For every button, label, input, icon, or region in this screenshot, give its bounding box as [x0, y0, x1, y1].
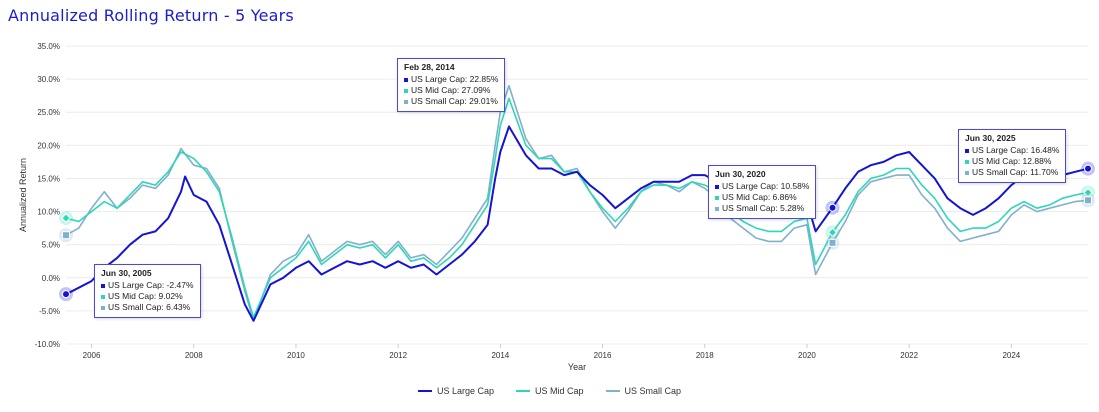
dot-icon: [715, 206, 719, 211]
y-tick-label: 35.0%: [37, 42, 60, 51]
dot-icon: [101, 283, 105, 288]
tooltip-value: US Mid Cap: 6.86%: [722, 192, 797, 202]
tooltip-row-small: US Small Cap: 5.28%: [715, 203, 809, 214]
y-tick-label: 0.0%: [42, 274, 60, 283]
tooltip-row-mid: US Mid Cap: 9.02%: [101, 291, 194, 302]
series-line-us-mid-cap: [65, 97, 1089, 319]
tooltip-row-mid: US Mid Cap: 27.09%: [404, 85, 498, 96]
tooltip-jun-2025: Jun 30, 2025 US Large Cap: 16.48% US Mid…: [958, 129, 1067, 183]
tooltip-value: US Large Cap: 16.48%: [972, 145, 1060, 155]
marker-point: [62, 231, 70, 240]
marker-point: [828, 238, 837, 247]
y-tick-label: 30.0%: [37, 75, 60, 84]
marker-point: [62, 290, 70, 299]
dot-icon: [715, 184, 719, 189]
x-tick-label: 2018: [696, 351, 714, 360]
tooltip-jun-2005: Jun 30, 2005 US Large Cap: -2.47% US Mid…: [94, 264, 201, 318]
legend-item-large-cap[interactable]: US Large Cap: [417, 386, 494, 396]
tooltip-row-large: US Large Cap: 10.58%: [715, 181, 809, 192]
y-tick-label: 5.0%: [42, 241, 60, 250]
legend-item-small-cap[interactable]: US Small Cap: [605, 386, 682, 396]
x-tick-label: 2016: [594, 351, 612, 360]
dot-icon: [404, 88, 408, 93]
legend-label-mid-cap: US Mid Cap: [535, 386, 584, 396]
y-tick-label: 20.0%: [37, 141, 60, 150]
dot-icon: [965, 159, 969, 164]
tooltip-value: US Large Cap: 22.85%: [411, 74, 499, 84]
legend-label-large-cap: US Large Cap: [436, 386, 494, 396]
y-tick-label: -5.0%: [39, 307, 60, 316]
tooltip-jun-2020: Jun 30, 2020 US Large Cap: 10.58% US Mid…: [708, 165, 817, 219]
y-tick-label: 10.0%: [37, 208, 60, 217]
marker-point: [1084, 164, 1092, 173]
tooltip-value: US Small Cap: 29.01%: [411, 96, 498, 106]
x-tick-label: 2012: [389, 351, 407, 360]
x-tick-label: 2010: [287, 351, 305, 360]
tooltip-date: Jun 30, 2005: [101, 268, 152, 278]
tooltip-value: US Mid Cap: 9.02%: [108, 291, 183, 301]
tooltip-value: US Mid Cap: 27.09%: [411, 85, 491, 95]
y-tick-label: -10.0%: [35, 340, 60, 349]
dot-icon: [101, 294, 105, 299]
x-tick-label: 2014: [491, 351, 509, 360]
marker-point: [827, 227, 838, 238]
x-tick-label: 2006: [83, 351, 101, 360]
tooltip-value: US Large Cap: -2.47%: [108, 280, 194, 290]
marker-point: [61, 213, 71, 223]
tooltip-value: US Small Cap: 6.43%: [108, 302, 191, 312]
dot-icon: [404, 99, 408, 104]
tooltip-value: US Small Cap: 11.70%: [972, 167, 1059, 177]
dot-icon: [965, 170, 969, 175]
tooltip-row-mid: US Mid Cap: 6.86%: [715, 192, 809, 203]
series-line-us-small-cap: [65, 84, 1089, 322]
legend-swatch-small-cap: [605, 390, 620, 392]
tooltip-row-large: US Large Cap: 16.48%: [965, 145, 1059, 156]
tooltip-date: Jun 30, 2020: [715, 169, 766, 179]
y-axis-label: Annualized Return: [18, 158, 28, 232]
tooltip-date: Feb 28, 2014: [404, 62, 455, 72]
x-tick-label: 2020: [798, 351, 816, 360]
y-tick-label: 25.0%: [37, 108, 60, 117]
tooltip-value: US Large Cap: 10.58%: [722, 181, 810, 191]
tooltip-value: US Small Cap: 5.28%: [722, 203, 805, 213]
dot-icon: [965, 148, 969, 153]
legend-swatch-large-cap: [417, 390, 432, 392]
tooltip-row-mid: US Mid Cap: 12.88%: [965, 156, 1059, 167]
y-tick-label: 15.0%: [37, 174, 60, 183]
tooltip-row-small: US Small Cap: 6.43%: [101, 302, 194, 313]
marker-point: [1084, 196, 1092, 205]
x-tick-label: 2008: [185, 351, 203, 360]
tooltip-date: Jun 30, 2025: [965, 133, 1016, 143]
chart-title: Annualized Rolling Return - 5 Years: [8, 6, 294, 25]
tooltip-row-small: US Small Cap: 11.70%: [965, 167, 1059, 178]
tooltip-row-large: US Large Cap: -2.47%: [101, 280, 194, 291]
dot-icon: [715, 195, 719, 200]
legend-item-mid-cap[interactable]: US Mid Cap: [516, 386, 584, 396]
x-tick-label: 2022: [900, 351, 918, 360]
chart-legend: US Large Cap US Mid Cap US Small Cap: [0, 386, 1099, 396]
dot-icon: [101, 305, 105, 310]
legend-swatch-mid-cap: [516, 390, 530, 392]
series-line-us-large-cap: [65, 125, 1089, 322]
x-tick-label: 2024: [1002, 351, 1020, 360]
tooltip-value: US Mid Cap: 12.88%: [972, 156, 1052, 166]
legend-label-small-cap: US Small Cap: [624, 386, 682, 396]
dot-icon: [404, 77, 408, 82]
tooltip-feb-2014: Feb 28, 2014 US Large Cap: 22.85% US Mid…: [397, 58, 506, 112]
x-axis-label: Year: [568, 362, 586, 372]
tooltip-row-small: US Small Cap: 29.01%: [404, 96, 498, 107]
tooltip-row-large: US Large Cap: 22.85%: [404, 74, 498, 85]
marker-point: [828, 203, 837, 212]
